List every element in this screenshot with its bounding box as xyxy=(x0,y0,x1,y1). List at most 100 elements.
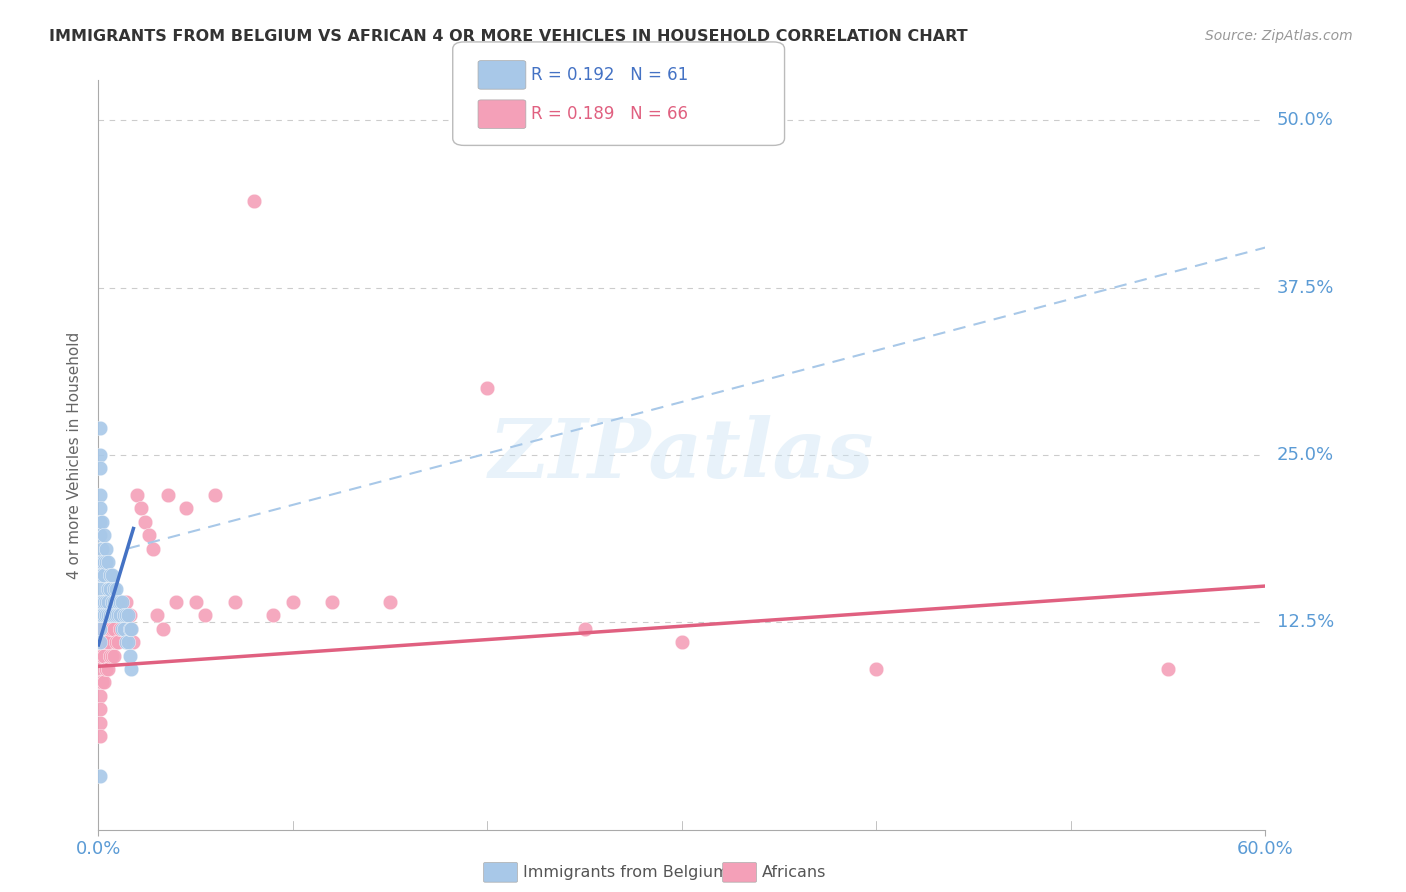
Point xyxy=(103,608,125,623)
Point xyxy=(103,595,125,609)
Point xyxy=(89,715,111,730)
Point xyxy=(98,568,121,582)
Text: ZIPatlas: ZIPatlas xyxy=(489,415,875,495)
Point xyxy=(134,515,156,529)
Point xyxy=(121,622,143,636)
Point xyxy=(89,501,111,516)
Point xyxy=(1157,662,1180,676)
Point xyxy=(89,448,111,462)
Text: Immigrants from Belgium: Immigrants from Belgium xyxy=(523,865,728,880)
Point xyxy=(111,608,134,623)
Point xyxy=(89,488,111,502)
Point xyxy=(98,608,121,623)
Point xyxy=(98,648,121,663)
Point xyxy=(165,595,187,609)
Point xyxy=(91,675,114,690)
Point xyxy=(89,568,111,582)
Point xyxy=(89,528,111,542)
Text: 12.5%: 12.5% xyxy=(1277,613,1334,632)
Point xyxy=(224,595,246,609)
Point xyxy=(93,675,115,690)
Point xyxy=(91,608,114,623)
Point xyxy=(96,595,118,609)
Point xyxy=(93,568,115,582)
Point xyxy=(89,622,111,636)
Point xyxy=(89,582,111,596)
Point xyxy=(89,595,111,609)
Point xyxy=(98,582,121,596)
Point xyxy=(101,608,124,623)
Point xyxy=(184,595,207,609)
Point xyxy=(101,622,124,636)
Point xyxy=(96,662,118,676)
Point xyxy=(118,648,141,663)
Point xyxy=(108,622,131,636)
Point xyxy=(114,608,136,623)
Point xyxy=(281,595,304,609)
Text: 37.5%: 37.5% xyxy=(1277,278,1334,297)
Point xyxy=(93,635,115,649)
Text: 50.0%: 50.0% xyxy=(1277,112,1333,129)
Point xyxy=(111,595,134,609)
Point xyxy=(93,608,115,623)
Text: IMMIGRANTS FROM BELGIUM VS AFRICAN 4 OR MORE VEHICLES IN HOUSEHOLD CORRELATION C: IMMIGRANTS FROM BELGIUM VS AFRICAN 4 OR … xyxy=(49,29,967,44)
Point xyxy=(107,595,129,609)
Point xyxy=(117,635,139,649)
Point xyxy=(89,515,111,529)
Point xyxy=(89,608,111,623)
Point xyxy=(89,662,111,676)
Point xyxy=(127,488,149,502)
Point xyxy=(321,595,343,609)
Point xyxy=(97,662,120,676)
Point xyxy=(108,595,131,609)
Point xyxy=(97,608,120,623)
Point xyxy=(97,595,120,609)
Point xyxy=(91,541,114,556)
Point xyxy=(204,488,226,502)
Point xyxy=(101,568,124,582)
Point xyxy=(103,648,125,663)
Point xyxy=(121,622,143,636)
Point xyxy=(91,635,114,649)
Point xyxy=(194,608,217,623)
Point xyxy=(477,381,499,395)
Point xyxy=(96,608,118,623)
Point xyxy=(89,702,111,716)
Text: R = 0.192   N = 61: R = 0.192 N = 61 xyxy=(531,66,689,84)
Point xyxy=(129,501,152,516)
Point xyxy=(89,769,111,783)
Point xyxy=(89,461,111,475)
Point xyxy=(89,675,111,690)
Point xyxy=(91,515,114,529)
Point xyxy=(96,555,118,569)
Text: 25.0%: 25.0% xyxy=(1277,446,1334,464)
Point xyxy=(104,608,127,623)
Point xyxy=(157,488,180,502)
Point xyxy=(146,608,169,623)
Point xyxy=(97,608,120,623)
Point xyxy=(96,635,118,649)
Point xyxy=(91,568,114,582)
Point xyxy=(243,194,266,208)
Point xyxy=(91,622,114,636)
Point xyxy=(118,622,141,636)
Point xyxy=(101,648,124,663)
Point xyxy=(97,635,120,649)
Point xyxy=(93,528,115,542)
Point xyxy=(114,635,136,649)
Text: R = 0.189   N = 66: R = 0.189 N = 66 xyxy=(531,105,689,123)
Point xyxy=(112,608,135,623)
Point xyxy=(671,635,693,649)
Point xyxy=(103,622,125,636)
Point xyxy=(98,622,121,636)
Point xyxy=(112,622,135,636)
Point xyxy=(89,689,111,703)
Point xyxy=(107,608,129,623)
Point xyxy=(103,582,125,596)
Point xyxy=(111,622,134,636)
Point xyxy=(174,501,197,516)
Text: Source: ZipAtlas.com: Source: ZipAtlas.com xyxy=(1205,29,1353,43)
Point xyxy=(89,622,111,636)
Point xyxy=(104,582,127,596)
Point xyxy=(380,595,402,609)
